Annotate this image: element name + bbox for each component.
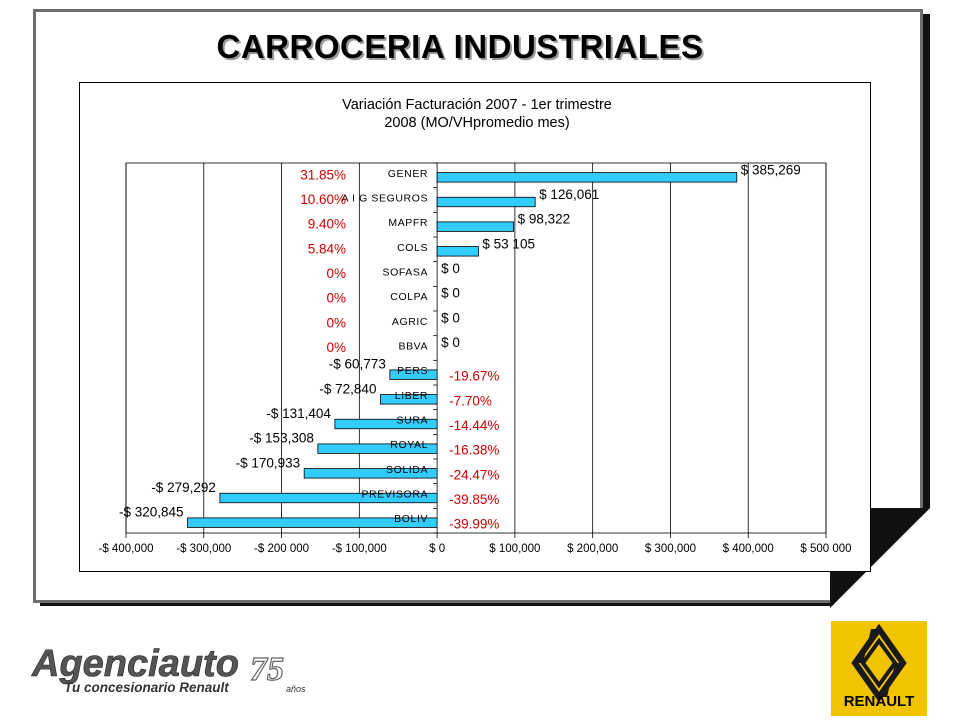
- slide-title: CARROCERIA INDUSTRIALES: [216, 28, 704, 65]
- percent-label: 0%: [326, 340, 346, 355]
- bar-chart: Variación Facturación 2007 - 1er trimest…: [99, 97, 852, 555]
- category-label: SOFASA: [382, 267, 428, 279]
- percent-label: 0%: [326, 266, 346, 281]
- anniversary-word: años: [286, 684, 306, 694]
- category-label: GENER: [388, 168, 428, 180]
- value-label: $ 53 105: [482, 236, 535, 251]
- x-tick-label: -$ 200 000: [254, 543, 309, 555]
- x-tick-label: -$ 300,000: [176, 543, 231, 555]
- category-label: SURA: [397, 415, 429, 427]
- percent-label: 0%: [326, 315, 346, 330]
- bar: [436, 172, 738, 183]
- agenciauto-tagline: Tu concesionario Renault: [64, 680, 229, 695]
- value-label: $ 0: [441, 335, 460, 350]
- category-label: A I G SEGUROS: [342, 193, 429, 205]
- category-label: BOLIV: [394, 513, 428, 525]
- chart-title-line: 2008 (MO/VHpromedio mes): [384, 115, 569, 131]
- category-label: COLS: [397, 242, 428, 254]
- category-label: LIBER: [395, 390, 428, 402]
- value-label: -$ 153,308: [249, 431, 314, 446]
- bar: [436, 221, 514, 232]
- bar: [380, 394, 438, 405]
- x-tick-label: $ 300,000: [645, 543, 696, 555]
- value-label: $ 0: [441, 310, 460, 325]
- category-label: SOLIDA: [386, 464, 428, 476]
- x-tick-label: -$ 100,000: [332, 543, 387, 555]
- x-tick-label: $ 200,000: [567, 543, 618, 555]
- percent-label: 5.84%: [308, 241, 346, 256]
- category-label: MAPFR: [388, 217, 428, 229]
- bar: [334, 418, 438, 430]
- percent-label: -39.85%: [449, 492, 499, 507]
- bar: [317, 443, 438, 454]
- value-label: $ 98,322: [518, 212, 571, 227]
- renault-logo: RENAULT: [831, 621, 927, 716]
- renault-wordmark: RENAULT: [843, 693, 915, 710]
- bar: [303, 468, 438, 479]
- percent-label: 0%: [326, 291, 346, 306]
- category-label: PREVISORA: [361, 489, 428, 501]
- agenciauto-brand-text: Agenciauto: [31, 643, 239, 685]
- value-label: -$ 170,933: [236, 455, 301, 470]
- value-label: $ 0: [441, 286, 460, 301]
- value-label: -$ 60,773: [329, 357, 386, 372]
- category-label: ROYAL: [390, 439, 428, 451]
- percent-label: -24.47%: [449, 467, 499, 482]
- category-label: COLPA: [390, 291, 428, 303]
- percent-label: 9.40%: [308, 217, 346, 232]
- renault-diamond-icon: [851, 623, 907, 701]
- x-tick-label: $ 400,000: [723, 543, 774, 555]
- percent-label: 31.85%: [300, 167, 346, 182]
- value-label: $ 126,061: [539, 187, 599, 202]
- bar: [389, 369, 438, 380]
- value-label: -$ 320,845: [119, 505, 184, 520]
- percent-label: 10.60%: [300, 192, 346, 207]
- percent-label: -14.44%: [449, 418, 499, 433]
- value-label: -$ 279,292: [151, 480, 216, 495]
- x-tick-label: $ 500 000: [800, 543, 851, 555]
- category-label: PERS: [397, 365, 428, 377]
- percent-label: -7.70%: [449, 393, 492, 408]
- bar: [436, 196, 536, 208]
- x-tick-label: $ 100,000: [489, 543, 540, 555]
- bar: [187, 517, 438, 528]
- percent-label: -39.99%: [449, 517, 499, 532]
- percent-label: -19.67%: [449, 369, 499, 384]
- anniversary-number: 75: [250, 651, 284, 688]
- percent-label: -16.38%: [449, 443, 499, 458]
- value-label: $ 385,269: [741, 162, 801, 177]
- category-label: BBVA: [398, 341, 428, 353]
- agenciauto-logo: Agenciauto Tu concesionario Renault 75 a…: [31, 643, 306, 695]
- value-label: -$ 72,840: [319, 381, 376, 396]
- chart-area: Variación Facturación 2007 - 1er trimest…: [79, 82, 871, 572]
- bar: [219, 492, 438, 504]
- value-label: -$ 131,404: [266, 406, 331, 421]
- x-tick-label: -$ 400,000: [99, 543, 154, 555]
- category-label: AGRIC: [392, 316, 428, 328]
- x-tick-label: $ 0: [429, 543, 445, 555]
- bar: [436, 246, 479, 257]
- chart-title-line: Variación Facturación 2007 - 1er trimest…: [342, 97, 612, 113]
- value-label: $ 0: [441, 261, 460, 276]
